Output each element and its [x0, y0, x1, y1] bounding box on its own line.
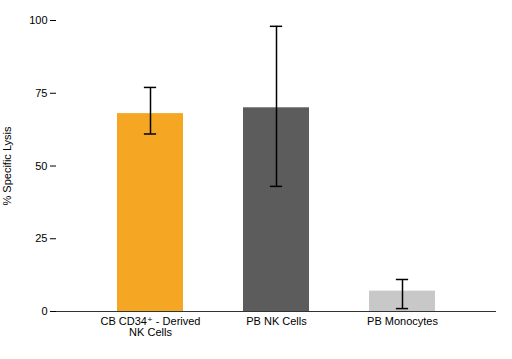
- svg-text:0: 0: [41, 305, 47, 317]
- svg-text:PB NK Cells: PB NK Cells: [246, 315, 307, 327]
- svg-text:50: 50: [35, 160, 47, 172]
- svg-text:PB Monocytes: PB Monocytes: [367, 315, 438, 327]
- svg-text:CB CD34⁺ - DerivedNK Cells: CB CD34⁺ - DerivedNK Cells: [101, 315, 201, 338]
- svg-text:75: 75: [35, 87, 47, 99]
- svg-text:25: 25: [35, 232, 47, 244]
- svg-text:100: 100: [29, 14, 47, 26]
- svg-text:% Specific Lysis: % Specific Lysis: [1, 126, 13, 206]
